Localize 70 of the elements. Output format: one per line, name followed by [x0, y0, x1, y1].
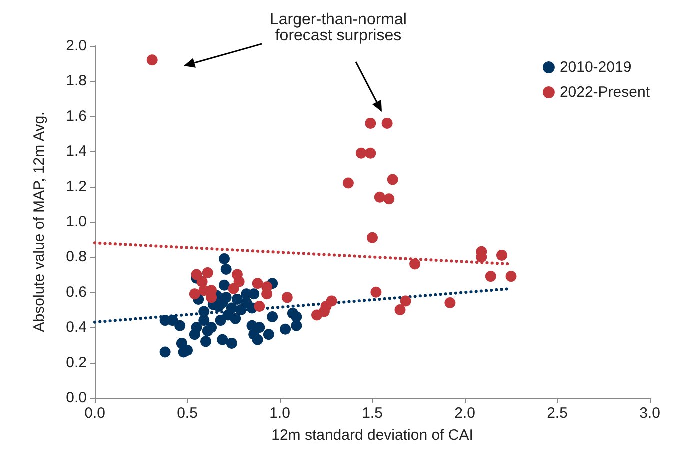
- point: [374, 192, 386, 203]
- y-axis-title: Absolute value of MAP, 12m Avg.: [31, 112, 48, 332]
- point: [228, 283, 240, 294]
- x-tick-label: 2.0: [454, 405, 476, 422]
- point: [387, 174, 398, 186]
- point: [254, 300, 266, 312]
- x-tick-label: 2.5: [547, 405, 568, 422]
- point: [202, 268, 214, 279]
- point: [236, 304, 247, 316]
- legend-label: 2010-2019: [560, 59, 632, 76]
- point: [280, 324, 292, 335]
- point: [252, 278, 264, 290]
- point: [367, 232, 378, 244]
- point: [146, 54, 158, 66]
- point: [382, 118, 393, 129]
- point: [200, 336, 212, 348]
- point: [506, 271, 517, 282]
- point: [219, 253, 230, 264]
- point: [189, 288, 200, 300]
- x-tick-label: 1.0: [270, 405, 290, 422]
- point: [263, 329, 274, 340]
- y-tick-label: 0.2: [66, 354, 87, 372]
- point: [342, 178, 354, 189]
- point: [232, 294, 243, 305]
- point: [252, 334, 264, 346]
- point: [282, 292, 293, 304]
- y-tick-label: 1.8: [66, 72, 87, 90]
- y-tick-label: 0.0: [66, 390, 87, 406]
- x-tick-label: 3.0: [640, 405, 660, 422]
- y-tick-label: 2.0: [66, 38, 87, 54]
- point: [189, 329, 200, 340]
- y-tick-label: 0.8: [66, 248, 87, 266]
- point: [198, 315, 210, 326]
- y-tick-label: 1.0: [66, 214, 87, 230]
- point: [230, 313, 242, 324]
- point: [202, 326, 214, 337]
- point: [356, 148, 367, 159]
- point: [485, 271, 496, 282]
- x-axis-title: 12m standard deviation of CAI: [272, 427, 474, 444]
- point: [496, 250, 508, 261]
- y-tick-label: 0.4: [66, 319, 87, 336]
- point: [365, 118, 376, 129]
- y-tick-label: 1.2: [66, 178, 87, 196]
- point: [312, 310, 322, 321]
- point: [248, 288, 260, 300]
- point: [400, 296, 412, 307]
- y-tick-label: 0.6: [66, 284, 87, 301]
- point: [365, 148, 376, 159]
- x-tick-label: 1.5: [362, 405, 383, 422]
- point: [220, 264, 232, 276]
- x-tick-label: 0.5: [177, 405, 198, 422]
- point: [444, 297, 456, 308]
- point: [410, 258, 421, 270]
- point: [217, 334, 228, 346]
- x-tick-label: 0.0: [84, 405, 106, 422]
- point: [215, 315, 226, 326]
- text: Larger-than-normal forecast surprises: [270, 12, 407, 44]
- point: [160, 346, 171, 358]
- point: [291, 312, 302, 323]
- point: [226, 338, 238, 349]
- point: [174, 320, 186, 332]
- legend-label: 2022-Present: [560, 84, 651, 101]
- point: [219, 280, 230, 291]
- y-tick-label: 1.6: [66, 108, 87, 125]
- point: [291, 320, 302, 332]
- y-tick-label: 1.4: [66, 143, 87, 160]
- point: [394, 304, 406, 316]
- point: [384, 194, 395, 205]
- point: [267, 312, 278, 323]
- point: [370, 286, 382, 298]
